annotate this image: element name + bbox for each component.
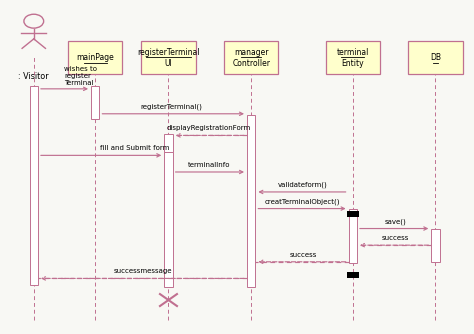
Text: validateform(): validateform() (278, 181, 328, 188)
Text: fill and Submit form: fill and Submit form (100, 145, 169, 151)
Text: creatTerminalObject(): creatTerminalObject() (264, 198, 340, 205)
Bar (353, 211, 359, 217)
Text: registerTerminal: registerTerminal (137, 48, 200, 57)
Text: wishes to
register
Terminal: wishes to register Terminal (64, 65, 98, 86)
Text: manager: manager (234, 48, 268, 57)
Bar (408, 41, 463, 74)
Text: DB: DB (430, 53, 441, 62)
Text: registerTerminal(): registerTerminal() (140, 103, 202, 110)
Text: displayRegistrationForm: displayRegistrationForm (166, 125, 251, 131)
Bar (347, 211, 353, 217)
Bar (326, 41, 380, 74)
Bar (247, 116, 255, 287)
Bar (141, 41, 196, 74)
Bar (29, 86, 38, 285)
Text: successmessage: successmessage (113, 269, 172, 275)
Text: : Visitor: : Visitor (18, 72, 49, 81)
Bar (347, 273, 353, 279)
Bar (164, 152, 173, 287)
Text: success: success (290, 252, 317, 258)
Bar (68, 41, 122, 74)
Bar (431, 228, 440, 262)
Bar (224, 41, 278, 74)
Text: Controller: Controller (232, 59, 270, 68)
Bar (91, 86, 100, 119)
Text: mainPage: mainPage (76, 53, 114, 62)
Text: save(): save() (384, 218, 406, 224)
Text: UI: UI (164, 59, 173, 68)
Text: terminalInfo: terminalInfo (187, 162, 230, 168)
Text: terminal: terminal (337, 48, 369, 57)
Bar (353, 273, 359, 279)
Bar (164, 134, 173, 152)
Text: success: success (382, 235, 409, 241)
Text: Entity: Entity (341, 59, 364, 68)
Bar (348, 208, 357, 264)
